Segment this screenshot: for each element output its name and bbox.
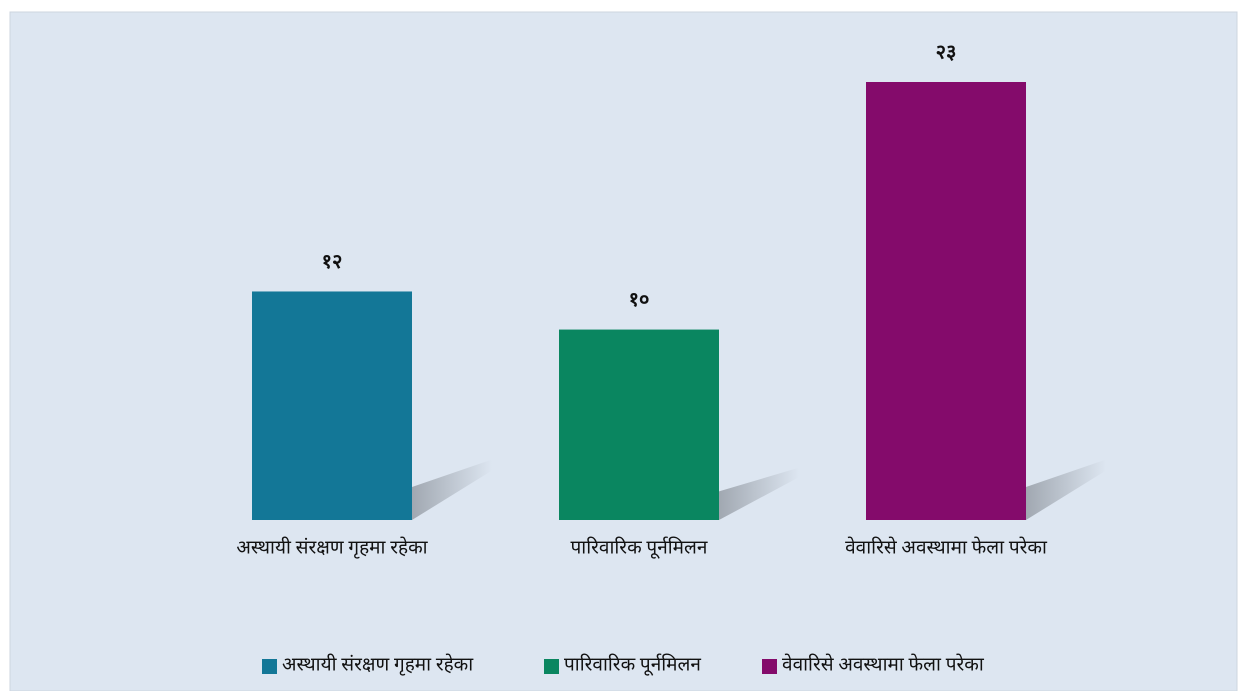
- data-label: २३: [936, 42, 957, 64]
- bar-shadow: [1026, 459, 1106, 520]
- legend-swatch: [762, 659, 777, 674]
- legend-label: अस्थायी संरक्षण गृहमा रहेका: [282, 652, 474, 676]
- legend-swatch: [262, 659, 277, 674]
- x-tick-label: अस्थायी संरक्षण गृहमा रहेका: [236, 535, 428, 559]
- bar-shadow: [412, 459, 492, 520]
- legend-label: पारिवारिक पूर्नमिलन: [564, 652, 701, 676]
- bar: [559, 329, 719, 520]
- bar-shadow: [719, 467, 799, 520]
- bar: [866, 82, 1026, 520]
- legend-swatch: [544, 659, 559, 674]
- x-tick-label: वेवारिसे अवस्थामा फेला परेका: [845, 535, 1048, 558]
- data-label: १२: [322, 251, 343, 273]
- data-label: १०: [629, 289, 650, 311]
- x-tick-label: पारिवारिक पूर्नमिलन: [571, 535, 708, 559]
- legend-label: वेवारिसे अवस्थामा फेला परेका: [782, 652, 985, 675]
- bar: [252, 291, 412, 520]
